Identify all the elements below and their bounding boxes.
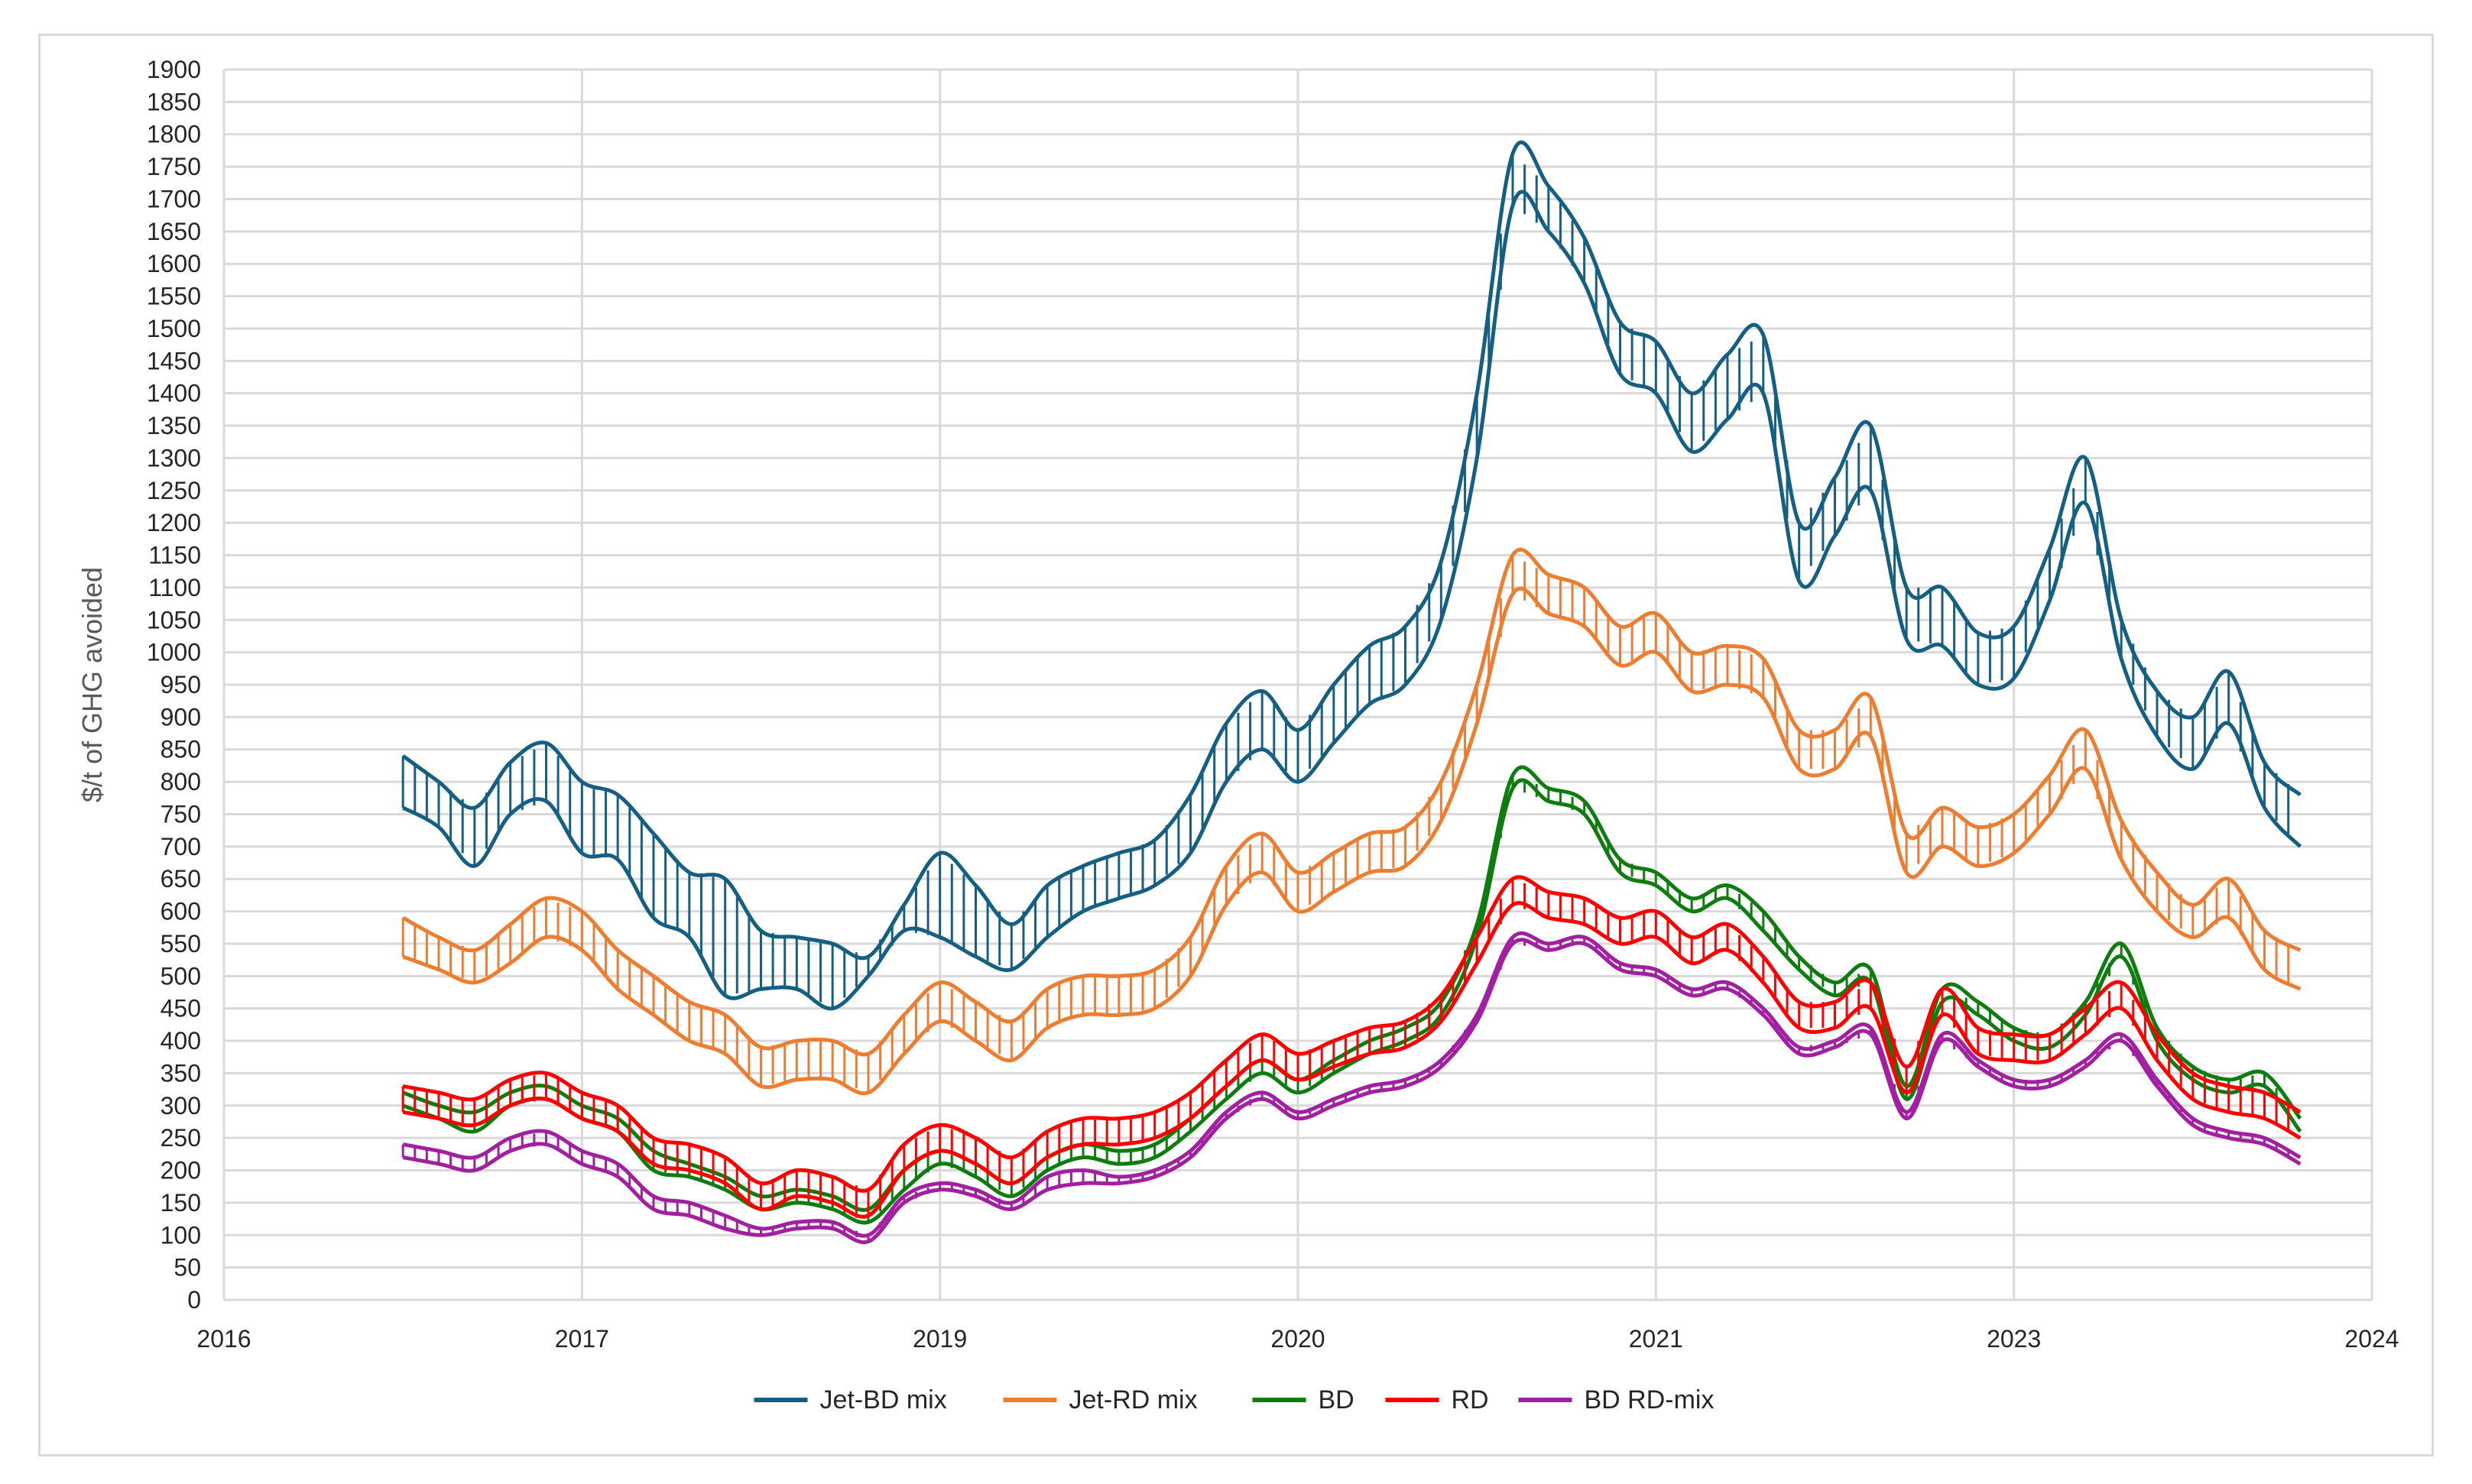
x-tick-label: 2024 — [2344, 1325, 2399, 1353]
chart-frame: 0 50 100 150 200 250 300 350 400 450 500 550 600 650 7… — [38, 34, 2434, 1456]
series-upper-line — [402, 875, 2302, 1193]
y-tick-label: 850 — [161, 736, 201, 763]
y-tick-label: 150 — [161, 1189, 201, 1217]
y-tick-label: 200 — [161, 1157, 201, 1184]
y-tick-label: 600 — [161, 898, 201, 925]
x-tick-label: 2023 — [1987, 1325, 2041, 1353]
y-tick-label: 1350 — [147, 412, 201, 439]
y-tick-label: 50 — [174, 1254, 201, 1281]
x-tick-label: 2016 — [196, 1325, 251, 1353]
line-chart: 0 50 100 150 200 250 300 350 400 450 500 550 600 650 7… — [76, 56, 2399, 1414]
series-group — [401, 140, 2302, 1245]
series-upper-line — [401, 140, 2302, 961]
y-tick-label: 500 — [161, 962, 201, 990]
legend-item: Jet-RD mix — [1003, 1385, 1198, 1414]
y-tick-label: 1150 — [148, 542, 201, 569]
legend-label: BD RD-mix — [1585, 1385, 1715, 1414]
y-tick-label: 650 — [161, 865, 201, 893]
y-tick-label: 1300 — [147, 444, 201, 471]
legend-item: RD — [1385, 1385, 1489, 1414]
y-tick-label: 900 — [161, 703, 201, 731]
legend-item: Jet-BD mix — [754, 1385, 947, 1414]
y-tick-label: 1550 — [147, 283, 201, 310]
y-tick-label: 1900 — [147, 56, 201, 83]
y-tick-label: 1000 — [147, 639, 201, 666]
series-rd — [401, 875, 2302, 1219]
series-upper-line — [402, 931, 2302, 1238]
y-tick-label: 250 — [161, 1124, 201, 1152]
series-jet-rd-mix — [401, 547, 2302, 1096]
y-tick-label: 1400 — [147, 380, 201, 407]
y-tick-label: 950 — [161, 671, 201, 698]
y-tick-label: 1200 — [147, 509, 201, 536]
series-lower-line — [402, 778, 2302, 1225]
y-tick-label: 1450 — [147, 347, 201, 374]
y-tick-label: 1100 — [148, 574, 201, 601]
legend: Jet-BD mix Jet-RD mix BD RD BD RD-mix — [754, 1385, 1715, 1414]
x-tick-label: 2020 — [1270, 1325, 1325, 1353]
series-jet-bd-mix — [401, 140, 2302, 1011]
x-tick-label: 2019 — [913, 1325, 967, 1353]
legend-item: BD RD-mix — [1518, 1385, 1715, 1414]
y-tick-label: 550 — [161, 930, 201, 957]
y-tick-label: 300 — [161, 1092, 201, 1119]
series-lower-line — [402, 901, 2302, 1219]
y-tick-label: 1050 — [147, 606, 201, 633]
series-bd — [401, 765, 2302, 1225]
legend-label: RD — [1452, 1385, 1489, 1414]
y-tick-label: 450 — [161, 995, 201, 1022]
y-axis-title: $/t of GHG avoided — [76, 567, 108, 802]
y-tick-label: 1850 — [147, 88, 201, 115]
y-tick-label: 700 — [161, 833, 201, 860]
y-tick-label: 750 — [161, 800, 201, 828]
x-tick-label: 2021 — [1629, 1325, 1683, 1353]
y-tick-labels: 0 50 100 150 200 250 300 350 400 450 500 550 600 650 7… — [147, 56, 201, 1314]
y-tick-label: 800 — [161, 768, 201, 795]
y-tick-label: 1800 — [147, 121, 201, 148]
y-tick-label: 1600 — [147, 250, 201, 277]
y-tick-label: 0 — [187, 1286, 201, 1314]
series-lower-line — [402, 938, 2302, 1245]
legend-label: Jet-RD mix — [1069, 1385, 1198, 1414]
legend-item: BD — [1252, 1385, 1354, 1414]
y-tick-label: 1700 — [147, 185, 201, 212]
legend-label: Jet-BD mix — [820, 1385, 947, 1414]
y-tick-label: 1250 — [147, 477, 201, 504]
x-tick-labels: 2016 2017 2019 2020 2021 2023 2024 — [196, 1325, 2399, 1353]
series-bd-rd-mix — [401, 931, 2302, 1245]
y-tick-label: 350 — [161, 1059, 201, 1087]
series-lower-line — [402, 190, 2302, 1011]
series-upper-line — [402, 547, 2302, 1057]
y-tick-label: 1750 — [147, 153, 201, 180]
y-tick-label: 100 — [161, 1221, 201, 1249]
legend-label: BD — [1319, 1385, 1354, 1414]
series-lower-line — [402, 586, 2302, 1096]
y-tick-label: 1650 — [147, 218, 201, 245]
y-tick-label: 400 — [161, 1027, 201, 1055]
x-tick-label: 2017 — [555, 1325, 609, 1353]
y-tick-label: 1500 — [147, 315, 201, 342]
